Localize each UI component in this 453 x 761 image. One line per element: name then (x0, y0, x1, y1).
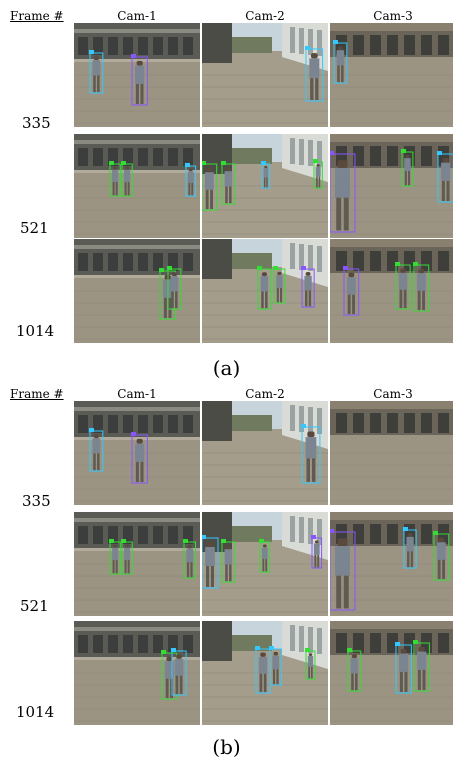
frame-label-521: 521 (20, 219, 49, 237)
camera-frame (330, 23, 453, 127)
camera-frame (74, 134, 200, 238)
camera-frame (74, 23, 200, 127)
frame-label-1014: 1014 (16, 322, 55, 340)
cam-header-2: Cam-2 (245, 9, 285, 23)
frame-label-335: 335 (22, 114, 51, 132)
camera-frame (330, 512, 453, 616)
camera-frame (74, 621, 200, 725)
frame-label-521: 521 (20, 597, 49, 615)
camera-frame (202, 239, 328, 343)
camera-frame (202, 23, 328, 127)
panel-label-b: (b) (212, 735, 241, 759)
frame-label-1014: 1014 (16, 703, 55, 721)
camera-frame (74, 239, 200, 343)
cam-header-2: Cam-2 (245, 387, 285, 401)
camera-frame (74, 512, 200, 616)
camera-frame (202, 134, 328, 238)
frame-label-335: 335 (22, 492, 51, 510)
camera-frame (330, 134, 453, 238)
cam-header-1: Cam-1 (117, 9, 157, 23)
camera-frame (330, 401, 453, 505)
cam-header-3: Cam-3 (373, 9, 413, 23)
frame-header: Frame # (10, 9, 64, 23)
camera-frame (202, 621, 328, 725)
cam-header-1: Cam-1 (117, 387, 157, 401)
camera-frame (74, 401, 200, 505)
panel-label-a: (a) (212, 356, 241, 380)
camera-frame (330, 621, 453, 725)
camera-frame (202, 512, 328, 616)
camera-frame (202, 401, 328, 505)
camera-frame (330, 239, 453, 343)
frame-header: Frame # (10, 387, 64, 401)
cam-header-3: Cam-3 (373, 387, 413, 401)
